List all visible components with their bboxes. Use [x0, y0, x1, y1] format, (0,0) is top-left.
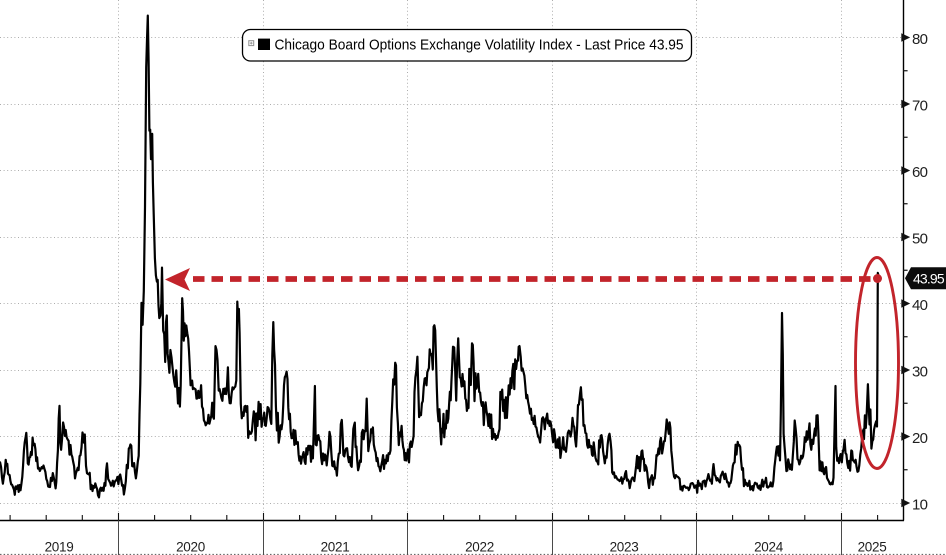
svg-text:20: 20 — [912, 430, 928, 447]
svg-text:2025: 2025 — [858, 540, 887, 555]
svg-text:50: 50 — [912, 231, 928, 248]
svg-text:Chicago Board Options Exchange: Chicago Board Options Exchange Volatilit… — [275, 37, 684, 54]
svg-text:2024: 2024 — [754, 540, 784, 555]
svg-text:80: 80 — [912, 31, 928, 48]
svg-text:60: 60 — [912, 164, 928, 181]
svg-text:30: 30 — [912, 364, 928, 381]
svg-text:43.95: 43.95 — [913, 271, 945, 287]
svg-text:70: 70 — [912, 98, 928, 115]
svg-text:2023: 2023 — [610, 540, 639, 555]
svg-text:2020: 2020 — [176, 540, 205, 555]
svg-text:2022: 2022 — [465, 540, 494, 555]
svg-text:40: 40 — [912, 297, 928, 314]
svg-text:2019: 2019 — [45, 540, 74, 555]
svg-text:2021: 2021 — [321, 540, 350, 555]
svg-text:10: 10 — [912, 497, 928, 514]
